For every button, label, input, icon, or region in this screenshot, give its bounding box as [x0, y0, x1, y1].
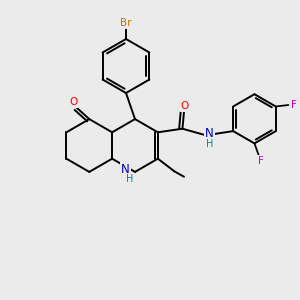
Text: N: N [205, 127, 214, 140]
Text: O: O [70, 97, 78, 107]
Text: O: O [180, 101, 189, 111]
Text: H: H [206, 139, 213, 149]
Text: H: H [126, 174, 133, 184]
Text: Br: Br [120, 18, 132, 28]
Text: F: F [257, 155, 263, 166]
Text: F: F [291, 100, 297, 110]
Text: N: N [121, 163, 130, 176]
